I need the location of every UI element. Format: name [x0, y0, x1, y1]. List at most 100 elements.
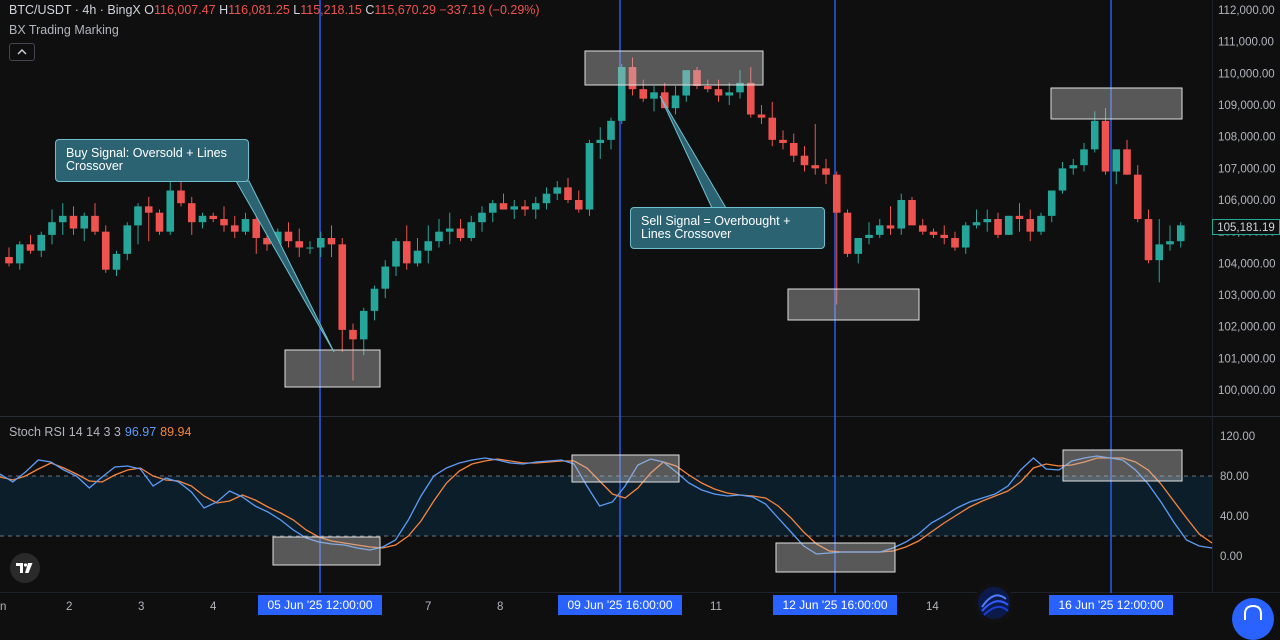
signal-boxes: [272, 50, 1183, 573]
candle-body: [198, 215, 207, 223]
candle: [1015, 203, 1024, 232]
candle-body: [617, 67, 626, 121]
candle-body: [510, 206, 519, 210]
orb-graphic: [978, 587, 1010, 619]
candle-body: [456, 228, 465, 239]
candle-body: [134, 206, 142, 226]
candle-body: [155, 212, 164, 232]
candle-body: [1176, 225, 1185, 242]
tradingview-logo[interactable]: [10, 553, 40, 583]
candle-body: [1123, 149, 1131, 175]
candle: [1058, 162, 1067, 194]
candle-body: [488, 203, 497, 213]
close-value: 115,670.29: [374, 3, 437, 17]
stoch-tick-label: 120.00: [1220, 431, 1255, 443]
candle-body: [1026, 219, 1035, 232]
high-label: H: [219, 3, 229, 17]
candle: [252, 212, 261, 254]
candle-body: [69, 215, 78, 229]
oversold-box-1[interactable]: [272, 536, 381, 566]
candle-body: [467, 222, 476, 239]
candle-body: [607, 120, 615, 140]
candle-body: [650, 92, 658, 99]
candle-body: [1080, 149, 1088, 166]
candle: [306, 241, 314, 254]
candle: [757, 105, 766, 125]
candle: [144, 196, 153, 242]
candle: [961, 222, 970, 254]
collapse-indicators-button[interactable]: [9, 43, 35, 61]
candle: [1080, 143, 1088, 172]
candle-body: [596, 139, 605, 144]
candle-body: [693, 70, 701, 87]
candle: [736, 70, 744, 99]
overbought-box-2[interactable]: [1062, 449, 1183, 482]
candle: [413, 238, 422, 267]
candle: [703, 79, 712, 93]
price-tick-label: 111,000.00: [1218, 37, 1274, 49]
candle: [26, 234, 35, 254]
tradingview-logo-icon: [16, 563, 33, 573]
candle-body: [703, 86, 712, 90]
price-tick-label: 100,000.00: [1218, 385, 1276, 397]
candle: [897, 193, 906, 235]
candle: [822, 158, 830, 185]
indicator-name[interactable]: BX Trading Marking: [9, 23, 119, 37]
chevron-up-icon: [17, 49, 27, 55]
candle-body: [209, 215, 218, 220]
candle: [607, 117, 615, 150]
assistant-orb-icon[interactable]: [974, 583, 1014, 623]
candle-body: [736, 82, 744, 93]
candle: [714, 79, 723, 102]
candle-body: [1133, 174, 1142, 220]
candle-body: [445, 228, 454, 232]
candle: [187, 196, 196, 235]
candle-body: [1058, 168, 1067, 191]
candle-body: [843, 212, 852, 254]
candle: [553, 181, 562, 201]
time-tick-label: 2: [66, 601, 72, 613]
candle-body: [402, 241, 411, 264]
candle: [789, 133, 798, 163]
candle: [5, 247, 13, 267]
price-tick-label: 110,000.00: [1218, 68, 1275, 80]
oversold-box-2[interactable]: [775, 542, 896, 573]
candle-body: [370, 288, 379, 311]
candle-body: [639, 89, 648, 99]
chart-canvas[interactable]: 112,000.00 111,000.00 110,000.00 109,000.00…: [0, 0, 1280, 623]
candle-body: [1069, 165, 1078, 169]
time-tick-label: n: [0, 601, 6, 613]
candle-body: [553, 187, 562, 194]
stoch-rsi-header[interactable]: Stoch RSI 14 14 3 3 96.97 89.94: [9, 425, 191, 439]
stoch-rsi-lines: [0, 455, 1213, 555]
candle: [843, 209, 852, 258]
sell-price-box-1[interactable]: [584, 50, 764, 86]
candle: [800, 146, 809, 172]
candle-body: [177, 190, 185, 204]
buy-price-box[interactable]: [284, 349, 381, 388]
candle-body: [284, 231, 293, 242]
candle-body: [564, 187, 572, 201]
candle-body: [521, 206, 529, 210]
candle-body: [295, 241, 304, 248]
price-tick-label: 104,000.00: [1218, 258, 1276, 270]
candle: [177, 181, 185, 207]
candle: [531, 196, 540, 220]
candle: [1069, 158, 1078, 175]
sell-price-box-2[interactable]: [1050, 87, 1183, 120]
support-chat-button[interactable]: [1232, 598, 1274, 640]
candle: [381, 260, 390, 299]
candle: [768, 101, 777, 147]
candle-body: [48, 222, 56, 235]
stoch-rsi-name: Stoch RSI 14 14 3 3: [9, 425, 121, 439]
candle: [1047, 190, 1056, 223]
overbought-box-1[interactable]: [571, 454, 680, 483]
candle-body: [1037, 215, 1045, 232]
open-label: O: [144, 3, 154, 17]
sell-target-box[interactable]: [787, 288, 920, 321]
candle-body: [144, 206, 153, 213]
candle-body: [854, 238, 863, 254]
candle-body: [392, 241, 400, 267]
symbol-label[interactable]: BTC/USDT · 4h · BingX: [9, 3, 141, 17]
candle: [209, 212, 218, 223]
